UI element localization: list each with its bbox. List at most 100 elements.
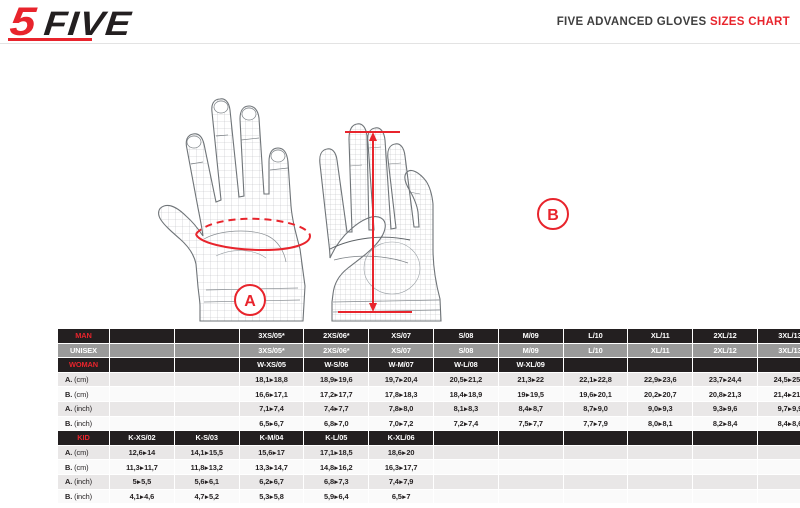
measure-cell: 11,3▸11,7 [109,459,175,475]
empty-cell [562,488,629,505]
empty-cell [497,444,564,461]
size-header-cell: M/09 [497,342,564,359]
measure-cell: 5,3▸5,8 [238,488,305,505]
callout-b: B [537,198,569,230]
measure-cell: 7,2▸7,4 [432,415,499,432]
size-header-cell: 3XL/13 [756,328,800,344]
measure-cell: 20,8▸21,3 [692,386,758,402]
measure-row-label: A. (inch) [57,400,110,417]
size-header-cell: L/10 [562,342,629,359]
empty-cell [497,430,564,446]
measure-row-label: A. (inch) [57,473,110,490]
hand-palm-view [319,123,442,322]
table-row: B. (cm) 16,6▸17,1 17,2▸17,7 17,8▸18,3 18,4▸1… [57,386,800,402]
measure-cell: 8,4▸8,6 [756,415,800,432]
measure-row-label: B. (cm) [57,459,110,475]
measure-row-label: B. (inch) [57,415,110,432]
sizes-table-container: MAN 3XS/05* 2XS/06* XS/07 S/08 M/09 L/10 XL/11 2… [57,328,800,505]
empty-cell [109,371,175,388]
empty-cell [756,473,800,490]
measure-cell: 18,6▸20 [368,444,434,461]
empty-cell [692,459,758,475]
page-header: 5 FIVE FIVE ADVANCED GLOVES SIZES CHART [0,0,800,44]
measure-cell: 23,7▸24,4 [692,371,758,388]
size-header-cell: K-M/04 [238,430,305,446]
sizes-table-body: MAN 3XS/05* 2XS/06* XS/07 S/08 M/09 L/10 XL/11 2… [57,328,800,505]
measure-cell: 5,6▸6,1 [173,473,240,490]
logo-underline [8,38,92,41]
table-row: A. (cm) 18,1▸18,8 18,9▸19,6 19,7▸20,4 20,5▸2… [57,371,800,388]
size-header-cell: 2XL/12 [692,342,758,359]
empty-cell [173,371,240,388]
size-header-cell: 2XS/06* [303,328,370,344]
logo-digit: 5 [7,0,36,44]
size-header-cell: XL/11 [627,342,694,359]
empty-cell [692,430,758,446]
woman-size-header-row: WOMAN W-XS/05 W-S/06 W-M/07 W-L/08 W-XL/09 [57,357,800,373]
unisex-size-header-row: UNISEX 3XS/05* 2XS/06* XS/07 S/08 M/09 L/10 XL/… [57,342,800,359]
measure-cell: 7,1▸7,4 [238,400,305,417]
empty-cell [627,444,694,461]
hands-diagram: A B [158,98,569,322]
measure-cell: 5,9▸6,4 [303,488,370,505]
measure-cell: 21,3▸22 [497,371,564,388]
size-header-cell: K-XS/02 [109,430,175,446]
empty-cell [627,459,694,475]
measure-row-label: A. (cm) [57,371,110,388]
measurement-b-length [338,131,412,313]
category-label-man: MAN [57,328,110,344]
measure-cell: 5▸5,5 [109,473,175,490]
measure-cell: 18,9▸19,6 [303,371,370,388]
measure-cell: 7,7▸7,9 [562,415,629,432]
size-header-cell: K-S/03 [173,430,240,446]
measure-cell: 6,8▸7,3 [303,473,370,490]
empty-cell [432,488,499,505]
measure-cell: 17,1▸18,5 [303,444,370,461]
table-row: B. (cm) 11,3▸11,7 11,8▸13,2 13,3▸14,7 14,8▸1… [57,459,800,475]
category-label-woman: WOMAN [57,357,110,373]
callout-a-label: A [244,293,256,310]
size-header-cell: 3XS/05* [238,342,305,359]
measure-cell: 15,6▸17 [238,444,305,461]
measure-cell: 6,5▸7 [368,488,434,505]
measure-cell: 17,2▸17,7 [303,386,370,402]
table-row: B. (inch) 6,5▸6,7 6,8▸7,0 7,0▸7,2 7,2▸7,4 7,5… [57,415,800,432]
empty-cell [756,488,800,505]
measure-cell: 6,5▸6,7 [238,415,305,432]
empty-cell [627,430,694,446]
size-header-cell: L/10 [562,328,629,344]
measure-cell: 8,1▸8,3 [432,400,499,417]
size-header-cell: M/09 [497,328,564,344]
size-header-cell: 2XS/06* [303,342,370,359]
size-header-cell: XS/07 [368,328,434,344]
empty-cell [627,357,694,373]
measure-cell: 7,5▸7,7 [497,415,564,432]
callout-a: A [234,284,266,316]
empty-cell [432,459,499,475]
empty-cell [562,459,629,475]
measure-cell: 22,9▸23,6 [627,371,694,388]
measure-cell: 4,1▸4,6 [109,488,175,505]
size-header-cell: 3XS/05* [238,328,305,344]
empty-cell [562,473,629,490]
measure-cell: 11,8▸13,2 [173,459,240,475]
empty-cell [173,400,240,417]
empty-cell [692,444,758,461]
measurement-a-circumference [195,217,311,252]
size-header-cell: 2XL/12 [692,328,758,344]
measure-cell: 8,4▸8,7 [497,400,564,417]
empty-cell [173,415,240,432]
size-header-cell: XL/11 [627,328,694,344]
measure-cell: 22,1▸22,8 [562,371,629,388]
sizes-table: MAN 3XS/05* 2XS/06* XS/07 S/08 M/09 L/10 XL/11 2… [57,328,800,505]
table-row: A. (inch) 7,1▸7,4 7,4▸7,7 7,8▸8,0 8,1▸8,3 8,4… [57,400,800,417]
title-accent: SIZES CHART [710,16,790,28]
measure-cell: 21,4▸21,9 [756,386,800,402]
measure-cell: 18,4▸18,9 [432,386,499,402]
empty-cell [756,444,800,461]
measure-cell: 13,3▸14,7 [238,459,305,475]
kid-size-header-row: KID K-XS/02 K-S/03 K-M/04 K-L/05 K-XL/06 [57,430,800,446]
empty-cell [756,430,800,446]
size-header-cell: K-L/05 [303,430,370,446]
size-header-cell: S/08 [432,328,499,344]
